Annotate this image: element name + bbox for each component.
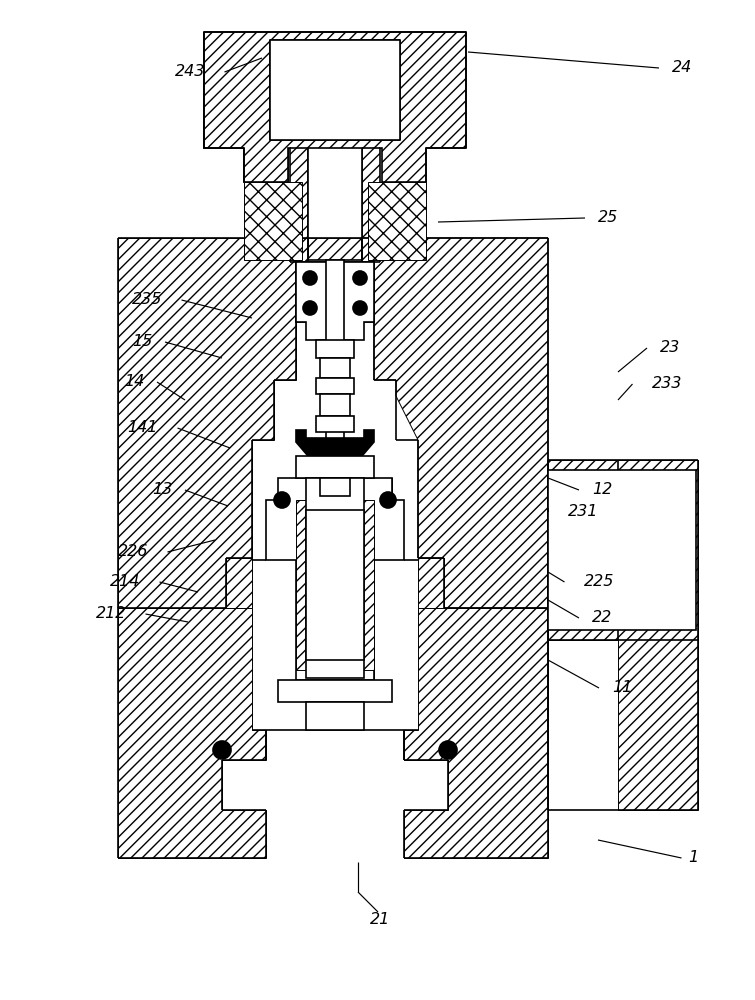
Bar [306,702,364,730]
Text: 21: 21 [370,912,390,927]
Bar [316,378,354,394]
Polygon shape [118,238,308,608]
Polygon shape [362,238,548,608]
Bar [296,500,374,670]
Bar [296,456,374,478]
Circle shape [353,271,367,285]
Bar [368,182,426,260]
Bar [320,358,350,378]
Bar [320,394,350,416]
Polygon shape [296,262,374,340]
Bar [316,340,354,358]
Text: 23: 23 [660,340,680,356]
Text: 12: 12 [592,483,612,497]
Polygon shape [278,478,392,680]
Text: 14: 14 [124,374,144,389]
Text: 141: 141 [128,420,158,436]
Text: 233: 233 [652,376,683,391]
Text: 214: 214 [109,574,140,589]
Circle shape [439,741,457,759]
Circle shape [274,492,290,508]
Bar [306,510,364,660]
Text: 22: 22 [592,610,612,626]
Text: 15: 15 [132,334,152,350]
Text: 13: 13 [152,483,172,497]
Bar [548,470,696,630]
Bar [326,260,344,480]
Bar [270,40,400,140]
Text: 212: 212 [96,606,126,621]
Bar [320,478,350,496]
Polygon shape [404,608,548,858]
Polygon shape [204,32,466,260]
Text: 24: 24 [672,60,692,76]
Circle shape [353,301,367,315]
Text: 231: 231 [568,504,599,520]
Polygon shape [418,558,444,608]
Bar [244,182,302,260]
Polygon shape [226,558,252,608]
Text: 225: 225 [584,574,615,589]
Polygon shape [266,478,404,680]
Bar [278,680,392,702]
Bar [316,416,354,432]
Circle shape [380,492,396,508]
Circle shape [303,301,317,315]
Polygon shape [204,32,336,182]
Polygon shape [548,460,698,810]
Bar [306,478,364,678]
Text: 243: 243 [174,64,205,80]
Bar [308,148,362,238]
Text: 235: 235 [131,292,162,308]
Text: 25: 25 [598,211,618,226]
Polygon shape [296,430,374,456]
Text: 11: 11 [612,680,632,696]
Circle shape [213,741,231,759]
Text: 226: 226 [118,544,148,560]
Text: 1: 1 [688,850,698,865]
Bar [296,292,374,322]
Bar [296,262,374,292]
Polygon shape [118,608,266,858]
Circle shape [303,271,317,285]
